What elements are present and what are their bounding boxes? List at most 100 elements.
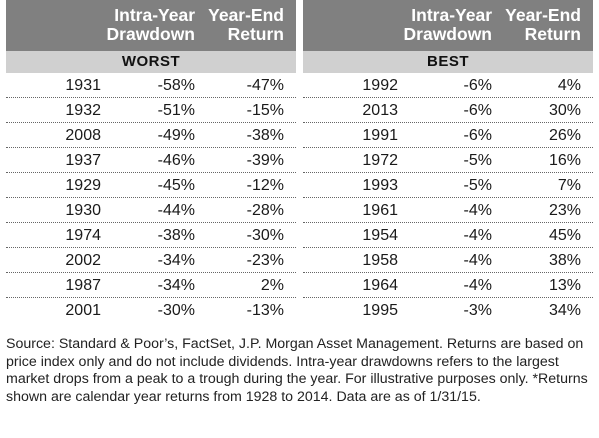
- return-cell: 23%: [548, 202, 581, 219]
- year-cell: 1972: [362, 152, 398, 169]
- year-cell: 1992: [362, 77, 398, 94]
- table-row: 2002 -34% -23%: [6, 248, 296, 273]
- table-row: 1974 -38% -30%: [6, 223, 296, 248]
- drawdown-cell: -44%: [157, 202, 195, 219]
- table-row: 2001 -30% -13%: [6, 298, 296, 323]
- year-cell: 2001: [65, 302, 101, 319]
- year-cell: 1987: [65, 277, 101, 294]
- drawdown-cell: -3%: [463, 302, 492, 319]
- drawdown-cell: -5%: [463, 152, 492, 169]
- table-row: 1993 -5% 7%: [303, 173, 593, 198]
- table-row: 1961 -4% 23%: [303, 198, 593, 223]
- drawdown-cell: -46%: [157, 152, 195, 169]
- best-table-header: Intra-Year Drawdown Year-End Return: [303, 0, 593, 51]
- return-cell: -47%: [246, 77, 284, 94]
- worst-rows: 1931 -58% -47% 1932 -51% -15% 2008 -49% -38% 1937…: [6, 73, 296, 323]
- table-row: 1991 -6% 26%: [303, 123, 593, 148]
- table-row: 1987 -34% 2%: [6, 273, 296, 298]
- return-header-line2: Return: [227, 24, 284, 44]
- year-cell: 1991: [362, 127, 398, 144]
- return-cell: -15%: [246, 102, 284, 119]
- year-cell: 1995: [362, 302, 398, 319]
- return-header-line2: Return: [524, 24, 581, 44]
- drawdown-cell: -6%: [463, 127, 492, 144]
- drawdown-cell: -38%: [157, 227, 195, 244]
- year-cell: 2008: [65, 127, 101, 144]
- year-cell: 1937: [65, 152, 101, 169]
- return-cell: 7%: [557, 177, 581, 194]
- table-row: 1930 -44% -28%: [6, 198, 296, 223]
- drawdown-cell: -4%: [463, 277, 492, 294]
- return-header-line1: Year-End: [505, 5, 581, 25]
- return-cell: -38%: [246, 127, 284, 144]
- return-cell: 4%: [557, 77, 581, 94]
- return-cell: -23%: [246, 252, 284, 269]
- year-cell: 1958: [362, 252, 398, 269]
- year-cell: 1974: [65, 227, 101, 244]
- year-cell: 1993: [362, 177, 398, 194]
- table-row: 1992 -6% 4%: [303, 73, 593, 98]
- year-cell: 2002: [65, 252, 101, 269]
- drawdown-header-line1: Intra-Year: [411, 5, 492, 25]
- return-cell: -12%: [246, 177, 284, 194]
- year-cell: 1961: [362, 202, 398, 219]
- table-row: 1954 -4% 45%: [303, 223, 593, 248]
- drawdown-column-header: Intra-Year Drawdown: [107, 6, 195, 44]
- year-cell: 1931: [65, 77, 101, 94]
- return-cell: 13%: [548, 277, 581, 294]
- best-rows: 1992 -6% 4% 2013 -6% 30% 1991 -6% 26% 1972 -5% 16% 1…: [303, 73, 593, 323]
- return-cell: 30%: [548, 102, 581, 119]
- table-row: 1932 -51% -15%: [6, 98, 296, 123]
- drawdown-cell: -6%: [463, 102, 492, 119]
- table-row: 2013 -6% 30%: [303, 98, 593, 123]
- drawdown-cell: -5%: [463, 177, 492, 194]
- drawdown-header-line2: Drawdown: [106, 24, 195, 44]
- drawdown-cell: -51%: [157, 102, 195, 119]
- return-column-header: Year-End Return: [208, 6, 284, 44]
- return-cell: 26%: [548, 127, 581, 144]
- drawdown-cell: -4%: [463, 227, 492, 244]
- year-cell: 1964: [362, 277, 398, 294]
- drawdown-cell: -4%: [463, 252, 492, 269]
- table-row: 2008 -49% -38%: [6, 123, 296, 148]
- year-cell: 1930: [65, 202, 101, 219]
- worst-label: WORST: [6, 51, 296, 73]
- source-footnote: Source: Standard & Poor’s, FactSet, J.P.…: [6, 336, 588, 405]
- table-row: 1931 -58% -47%: [6, 73, 296, 98]
- table-row: 1972 -5% 16%: [303, 148, 593, 173]
- best-label: BEST: [303, 51, 593, 73]
- drawdown-cell: -34%: [157, 277, 195, 294]
- drawdown-cell: -45%: [157, 177, 195, 194]
- worst-table: Intra-Year Drawdown Year-End Return WORS…: [6, 0, 296, 323]
- return-cell: -30%: [246, 227, 284, 244]
- year-cell: 1954: [362, 227, 398, 244]
- return-header-line1: Year-End: [208, 5, 284, 25]
- drawdown-cell: -4%: [463, 202, 492, 219]
- table-row: 1937 -46% -39%: [6, 148, 296, 173]
- drawdown-column-header: Intra-Year Drawdown: [404, 6, 492, 44]
- return-cell: 34%: [548, 302, 581, 319]
- year-cell: 1929: [65, 177, 101, 194]
- return-cell: -39%: [246, 152, 284, 169]
- table-row: 1929 -45% -12%: [6, 173, 296, 198]
- return-cell: 38%: [548, 252, 581, 269]
- best-table: Intra-Year Drawdown Year-End Return BEST…: [303, 0, 593, 323]
- drawdown-cell: -49%: [157, 127, 195, 144]
- return-cell: 45%: [548, 227, 581, 244]
- drawdown-header-line1: Intra-Year: [114, 5, 195, 25]
- drawdown-cell: -58%: [157, 77, 195, 94]
- return-cell: -13%: [246, 302, 284, 319]
- table-row: 1958 -4% 38%: [303, 248, 593, 273]
- return-cell: -28%: [246, 202, 284, 219]
- return-cell: 2%: [260, 277, 284, 294]
- drawdown-cell: -30%: [157, 302, 195, 319]
- year-cell: 2013: [362, 102, 398, 119]
- drawdown-cell: -6%: [463, 77, 492, 94]
- table-row: 1995 -3% 34%: [303, 298, 593, 323]
- drawdown-header-line2: Drawdown: [403, 24, 492, 44]
- drawdown-cell: -34%: [157, 252, 195, 269]
- return-column-header: Year-End Return: [505, 6, 581, 44]
- year-cell: 1932: [65, 102, 101, 119]
- worst-table-header: Intra-Year Drawdown Year-End Return: [6, 0, 296, 51]
- return-cell: 16%: [548, 152, 581, 169]
